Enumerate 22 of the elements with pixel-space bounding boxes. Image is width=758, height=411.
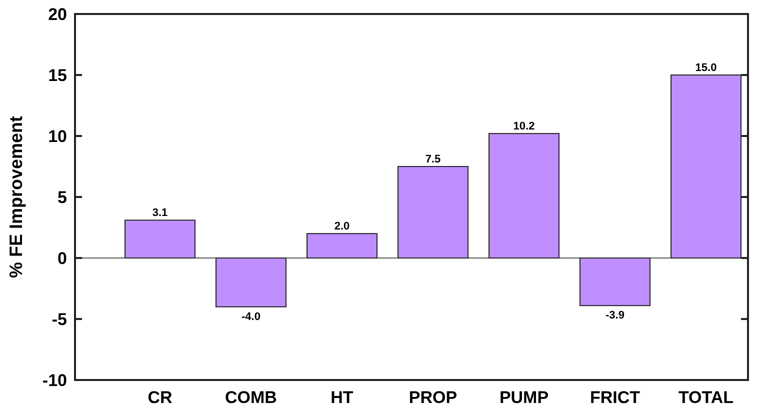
y-tick-label: 5 xyxy=(58,188,67,207)
data-label: -3.9 xyxy=(606,310,624,322)
x-tick-label: CR xyxy=(148,388,172,407)
y-tick-label: 15 xyxy=(48,66,67,85)
data-label: 7.5 xyxy=(425,154,441,166)
data-label: 2.0 xyxy=(334,220,350,233)
data-label: 15.0 xyxy=(695,62,717,74)
x-tick-label: PUMP xyxy=(499,388,549,407)
y-tick-label: 0 xyxy=(58,249,67,268)
x-tick-label: FRICT xyxy=(590,388,641,407)
x-tick-label: HT xyxy=(330,388,354,407)
y-tick-label: -5 xyxy=(52,310,67,329)
data-label: 3.1 xyxy=(152,207,168,220)
data-label: 10.2 xyxy=(513,120,535,133)
y-tick-label: 10 xyxy=(48,127,67,146)
x-tick-label: PROP xyxy=(408,388,458,407)
x-tick-label: COMB xyxy=(225,388,277,407)
data-label: -4.0 xyxy=(242,310,260,323)
y-tick-label: 20 xyxy=(48,5,67,24)
y-axis-title: % FE Improvement xyxy=(6,116,26,278)
y-tick-label: -10 xyxy=(42,371,67,390)
x-tick-label: TOTAL xyxy=(678,388,734,407)
